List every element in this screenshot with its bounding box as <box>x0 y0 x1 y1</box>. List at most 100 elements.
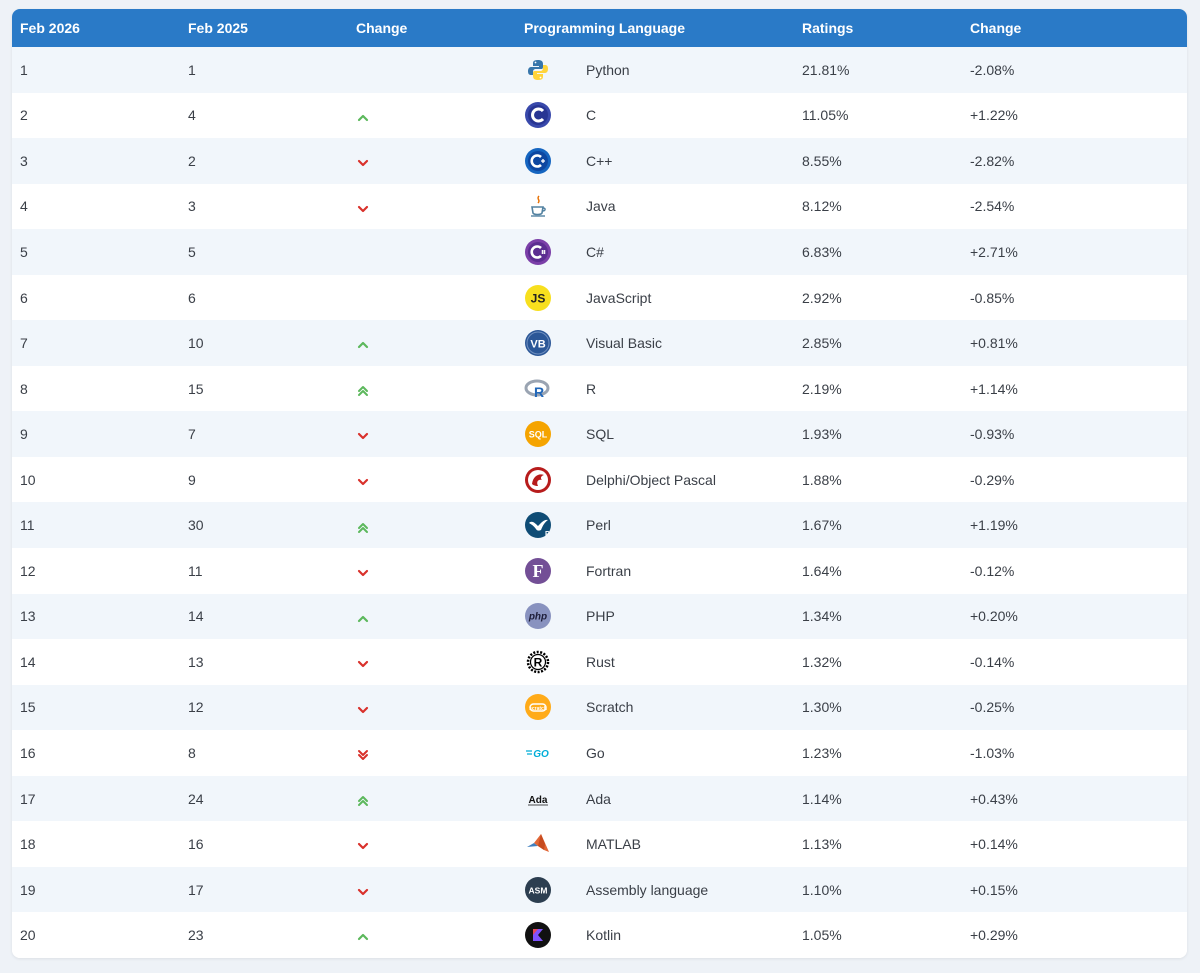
rating-cell: 1.93% <box>802 426 842 443</box>
chevron-down-icon <box>356 839 370 851</box>
language-name-cell[interactable]: Scratch <box>586 699 634 716</box>
rank-current-cell: 15 <box>20 699 36 716</box>
rank-change-cell <box>348 912 516 958</box>
table-row[interactable]: 20 23 Kotlin 1.05% +0.29% <box>12 912 1187 958</box>
rating-cell: 21.81% <box>802 61 850 78</box>
rating-change-cell: +0.81% <box>970 335 1018 352</box>
table-row[interactable]: 3 2 C++ 8.55% -2.82% <box>12 138 1187 184</box>
rank-change-cell <box>348 548 516 594</box>
svg-text:P: P <box>545 531 550 538</box>
ada-icon: Ada <box>524 785 552 813</box>
language-logo-cell: SQL <box>516 411 578 457</box>
rating-change-cell: -0.85% <box>970 289 1015 306</box>
language-name-cell[interactable]: Go <box>586 744 605 761</box>
language-name-cell[interactable]: C# <box>586 243 604 260</box>
table-body: 1 1 Python 21.81% -2.08% 2 4 C 11.05% +1.22% 3 2 C++… <box>12 47 1187 958</box>
table-row[interactable]: 18 16 MATLAB 1.13% +0.14% <box>12 821 1187 867</box>
scratch-icon: scratch <box>524 693 552 721</box>
rank-current-cell: 20 <box>20 927 36 944</box>
language-name-cell[interactable]: JavaScript <box>586 289 652 306</box>
rank-current-cell: 14 <box>20 653 36 670</box>
header-feb-2025[interactable]: Feb 2025 <box>188 20 248 36</box>
language-logo-cell <box>516 47 578 93</box>
double-chevron-up-icon <box>356 521 370 533</box>
ranking-table: Feb 2026 Feb 2025 Change Programming Lan… <box>12 9 1187 958</box>
rank-current-cell: 3 <box>20 152 28 169</box>
language-name-cell[interactable]: Rust <box>586 653 615 670</box>
rank-change-cell <box>348 594 516 640</box>
language-name-cell[interactable]: PHP <box>586 608 615 625</box>
language-name-cell[interactable]: C <box>586 107 597 124</box>
table-row[interactable]: 8 15 R R 2.19% +1.14% <box>12 365 1187 412</box>
header-ratings[interactable]: Ratings <box>802 20 854 36</box>
chevron-down-icon <box>356 202 370 214</box>
language-name-cell[interactable]: Perl <box>586 517 611 534</box>
language-logo-cell <box>516 184 578 230</box>
rank-current-cell: 5 <box>20 243 28 260</box>
language-name-cell[interactable]: C++ <box>586 152 613 169</box>
rank-change-cell <box>348 639 516 685</box>
table-row[interactable]: 14 13 R Rust 1.32% -0.14% <box>12 639 1187 685</box>
cpp-icon <box>524 147 552 175</box>
table-row[interactable]: 10 9 Delphi/Object Pascal 1.88% -0.29% <box>12 456 1187 503</box>
language-name-cell[interactable]: SQL <box>586 426 615 443</box>
header-change-rank[interactable]: Change <box>356 20 408 36</box>
table-row[interactable]: 19 17 ASM Assembly language 1.10% +0.15% <box>12 866 1187 913</box>
table-row[interactable]: 2 4 C 11.05% +1.22% <box>12 92 1187 139</box>
language-logo-cell: ASM <box>516 867 578 913</box>
chevron-down-icon <box>356 156 370 168</box>
svg-text:SQL: SQL <box>529 430 548 440</box>
language-name-cell[interactable]: Delphi/Object Pascal <box>586 471 716 488</box>
rating-change-cell: +0.20% <box>970 608 1018 625</box>
rating-change-cell: -2.82% <box>970 152 1015 169</box>
language-logo-cell <box>516 457 578 503</box>
header-change-rating[interactable]: Change <box>970 20 1022 36</box>
rating-change-cell: -0.29% <box>970 471 1015 488</box>
rating-cell: 2.85% <box>802 335 842 352</box>
chevron-down-icon <box>356 885 370 897</box>
language-name-cell[interactable]: Kotlin <box>586 927 622 944</box>
table-row[interactable]: 1 1 Python 21.81% -2.08% <box>12 47 1187 93</box>
rank-change-cell <box>348 275 516 321</box>
table-row[interactable]: 16 8 GO Go 1.23% -1.03% <box>12 730 1187 776</box>
table-row[interactable]: 6 6 JS JavaScript 2.92% -0.85% <box>12 274 1187 321</box>
language-name-cell[interactable]: Fortran <box>586 562 632 579</box>
rank-previous-cell: 1 <box>188 61 196 78</box>
rank-previous-cell: 6 <box>188 289 196 306</box>
rank-previous-cell: 3 <box>188 198 196 215</box>
rank-previous-cell: 11 <box>188 562 203 579</box>
language-name-cell[interactable]: Assembly language <box>586 881 709 898</box>
table-row[interactable]: 12 11 F Fortran 1.64% -0.12% <box>12 548 1187 594</box>
table-row[interactable]: 9 7 SQL SQL 1.93% -0.93% <box>12 411 1187 457</box>
rank-change-cell <box>348 93 516 139</box>
language-name-cell[interactable]: Ada <box>586 790 611 807</box>
rank-change-cell <box>348 184 516 230</box>
csharp-icon <box>524 238 552 266</box>
language-name-cell[interactable]: R <box>586 380 597 397</box>
language-name-cell[interactable]: Visual Basic <box>586 335 663 352</box>
rating-cell: 1.13% <box>802 836 842 853</box>
rating-cell: 1.34% <box>802 608 842 625</box>
chevron-up-icon <box>356 930 370 942</box>
rank-current-cell: 16 <box>20 744 36 761</box>
table-row[interactable]: 4 3 Java 8.12% -2.54% <box>12 183 1187 230</box>
header-feb-2026[interactable]: Feb 2026 <box>20 20 80 36</box>
language-name-cell[interactable]: Python <box>586 61 630 78</box>
table-row[interactable]: 11 30 P Perl 1.67% +1.19% <box>12 502 1187 549</box>
table-row[interactable]: 17 24 Ada Ada 1.14% +0.43% <box>12 775 1187 822</box>
language-name-cell[interactable]: Java <box>586 198 616 215</box>
kotlin-icon <box>524 921 552 949</box>
language-logo-cell: Ada <box>516 776 578 822</box>
table-row[interactable]: 15 12 scratch Scratch 1.30% -0.25% <box>12 684 1187 731</box>
c-icon <box>524 101 552 129</box>
rank-change-cell <box>348 411 516 457</box>
language-name-cell[interactable]: MATLAB <box>586 836 641 853</box>
header-programming-language[interactable]: Programming Language <box>524 20 686 36</box>
language-logo-cell <box>516 138 578 184</box>
rating-cell: 6.83% <box>802 243 842 260</box>
rank-previous-cell: 23 <box>188 927 204 944</box>
table-row[interactable]: 5 5 C# 6.83% +2.71% <box>12 229 1187 275</box>
language-logo-cell <box>516 229 578 275</box>
table-row[interactable]: 7 10 VB Visual Basic 2.85% +0.81% <box>12 320 1187 366</box>
table-row[interactable]: 13 14 php PHP 1.34% +0.20% <box>12 593 1187 640</box>
